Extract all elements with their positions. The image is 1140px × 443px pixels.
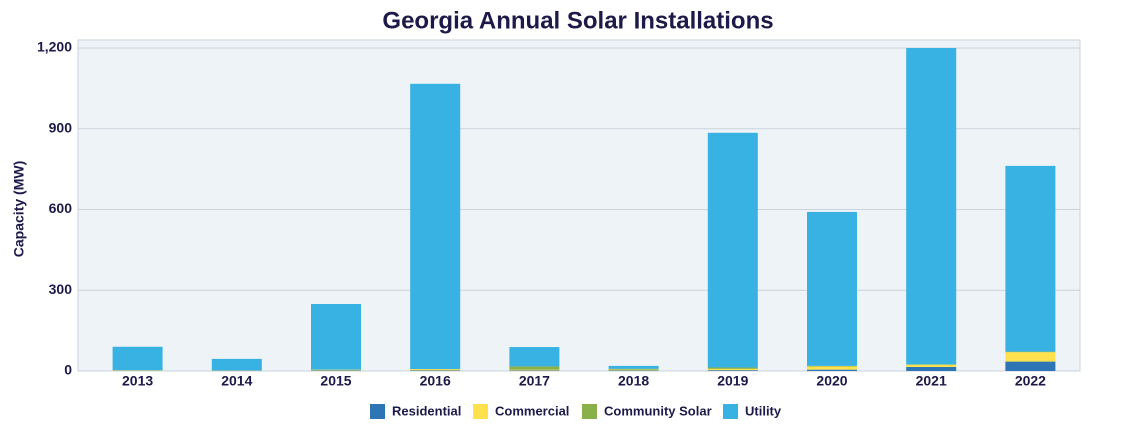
bar-segment [311, 370, 361, 371]
bar-segment [708, 370, 758, 371]
bar-segment [509, 370, 559, 371]
legend-swatch [582, 404, 597, 419]
x-tick-label: 2014 [221, 373, 252, 389]
legend-label: Utility [745, 403, 782, 418]
bar-segment [1005, 352, 1055, 361]
bar-segment [609, 370, 659, 371]
x-tick-label: 2015 [320, 373, 351, 389]
legend-swatch [473, 404, 488, 419]
bar-segment [113, 347, 163, 370]
x-tick-label: 2020 [816, 373, 847, 389]
bar-segment [609, 370, 659, 371]
bar-segment [410, 370, 460, 371]
x-tick-label: 2016 [420, 373, 451, 389]
bar-segment [1005, 362, 1055, 371]
bar-segment [807, 370, 857, 371]
legend-label: Residential [392, 403, 461, 418]
y-tick-label: 300 [49, 281, 73, 297]
y-axis-label: Capacity (MW) [11, 161, 27, 257]
legend-label: Community Solar [604, 403, 712, 418]
bar-segment [807, 366, 857, 369]
bar-segment [509, 370, 559, 371]
bar-segment [609, 369, 659, 370]
x-tick-label: 2017 [519, 373, 550, 389]
bar-segment [609, 366, 659, 369]
bar-segment [1005, 166, 1055, 352]
bar-segment [311, 370, 361, 371]
x-tick-label: 2022 [1015, 373, 1046, 389]
bar-segment [906, 367, 956, 371]
bar-segment [906, 365, 956, 367]
bar-segment [906, 48, 956, 364]
bar-segment [311, 304, 361, 370]
bar-segment [113, 370, 163, 371]
bar-segment [708, 369, 758, 370]
x-tick-label: 2019 [717, 373, 748, 389]
legend-swatch [723, 404, 738, 419]
bar-segment [509, 366, 559, 369]
y-tick-label: 900 [49, 119, 73, 135]
bar-segment [509, 347, 559, 366]
chart-title: Georgia Annual Solar Installations [382, 7, 773, 34]
legend-swatch [370, 404, 385, 419]
y-tick-label: 0 [64, 362, 72, 378]
bar-segment [1005, 352, 1055, 353]
bar-segment [410, 84, 460, 369]
bar-segment [906, 364, 956, 365]
x-tick-label: 2021 [916, 373, 947, 389]
bar-segment [708, 133, 758, 368]
y-tick-label: 1,200 [37, 39, 72, 55]
bar-segment [708, 368, 758, 369]
bar-segment [807, 366, 857, 367]
bar-segment [212, 359, 262, 371]
bar-segment [410, 369, 460, 370]
y-tick-label: 600 [49, 200, 73, 216]
x-tick-label: 2018 [618, 373, 649, 389]
bar-segment [807, 212, 857, 366]
legend-label: Commercial [495, 403, 569, 418]
x-tick-label: 2013 [122, 373, 153, 389]
